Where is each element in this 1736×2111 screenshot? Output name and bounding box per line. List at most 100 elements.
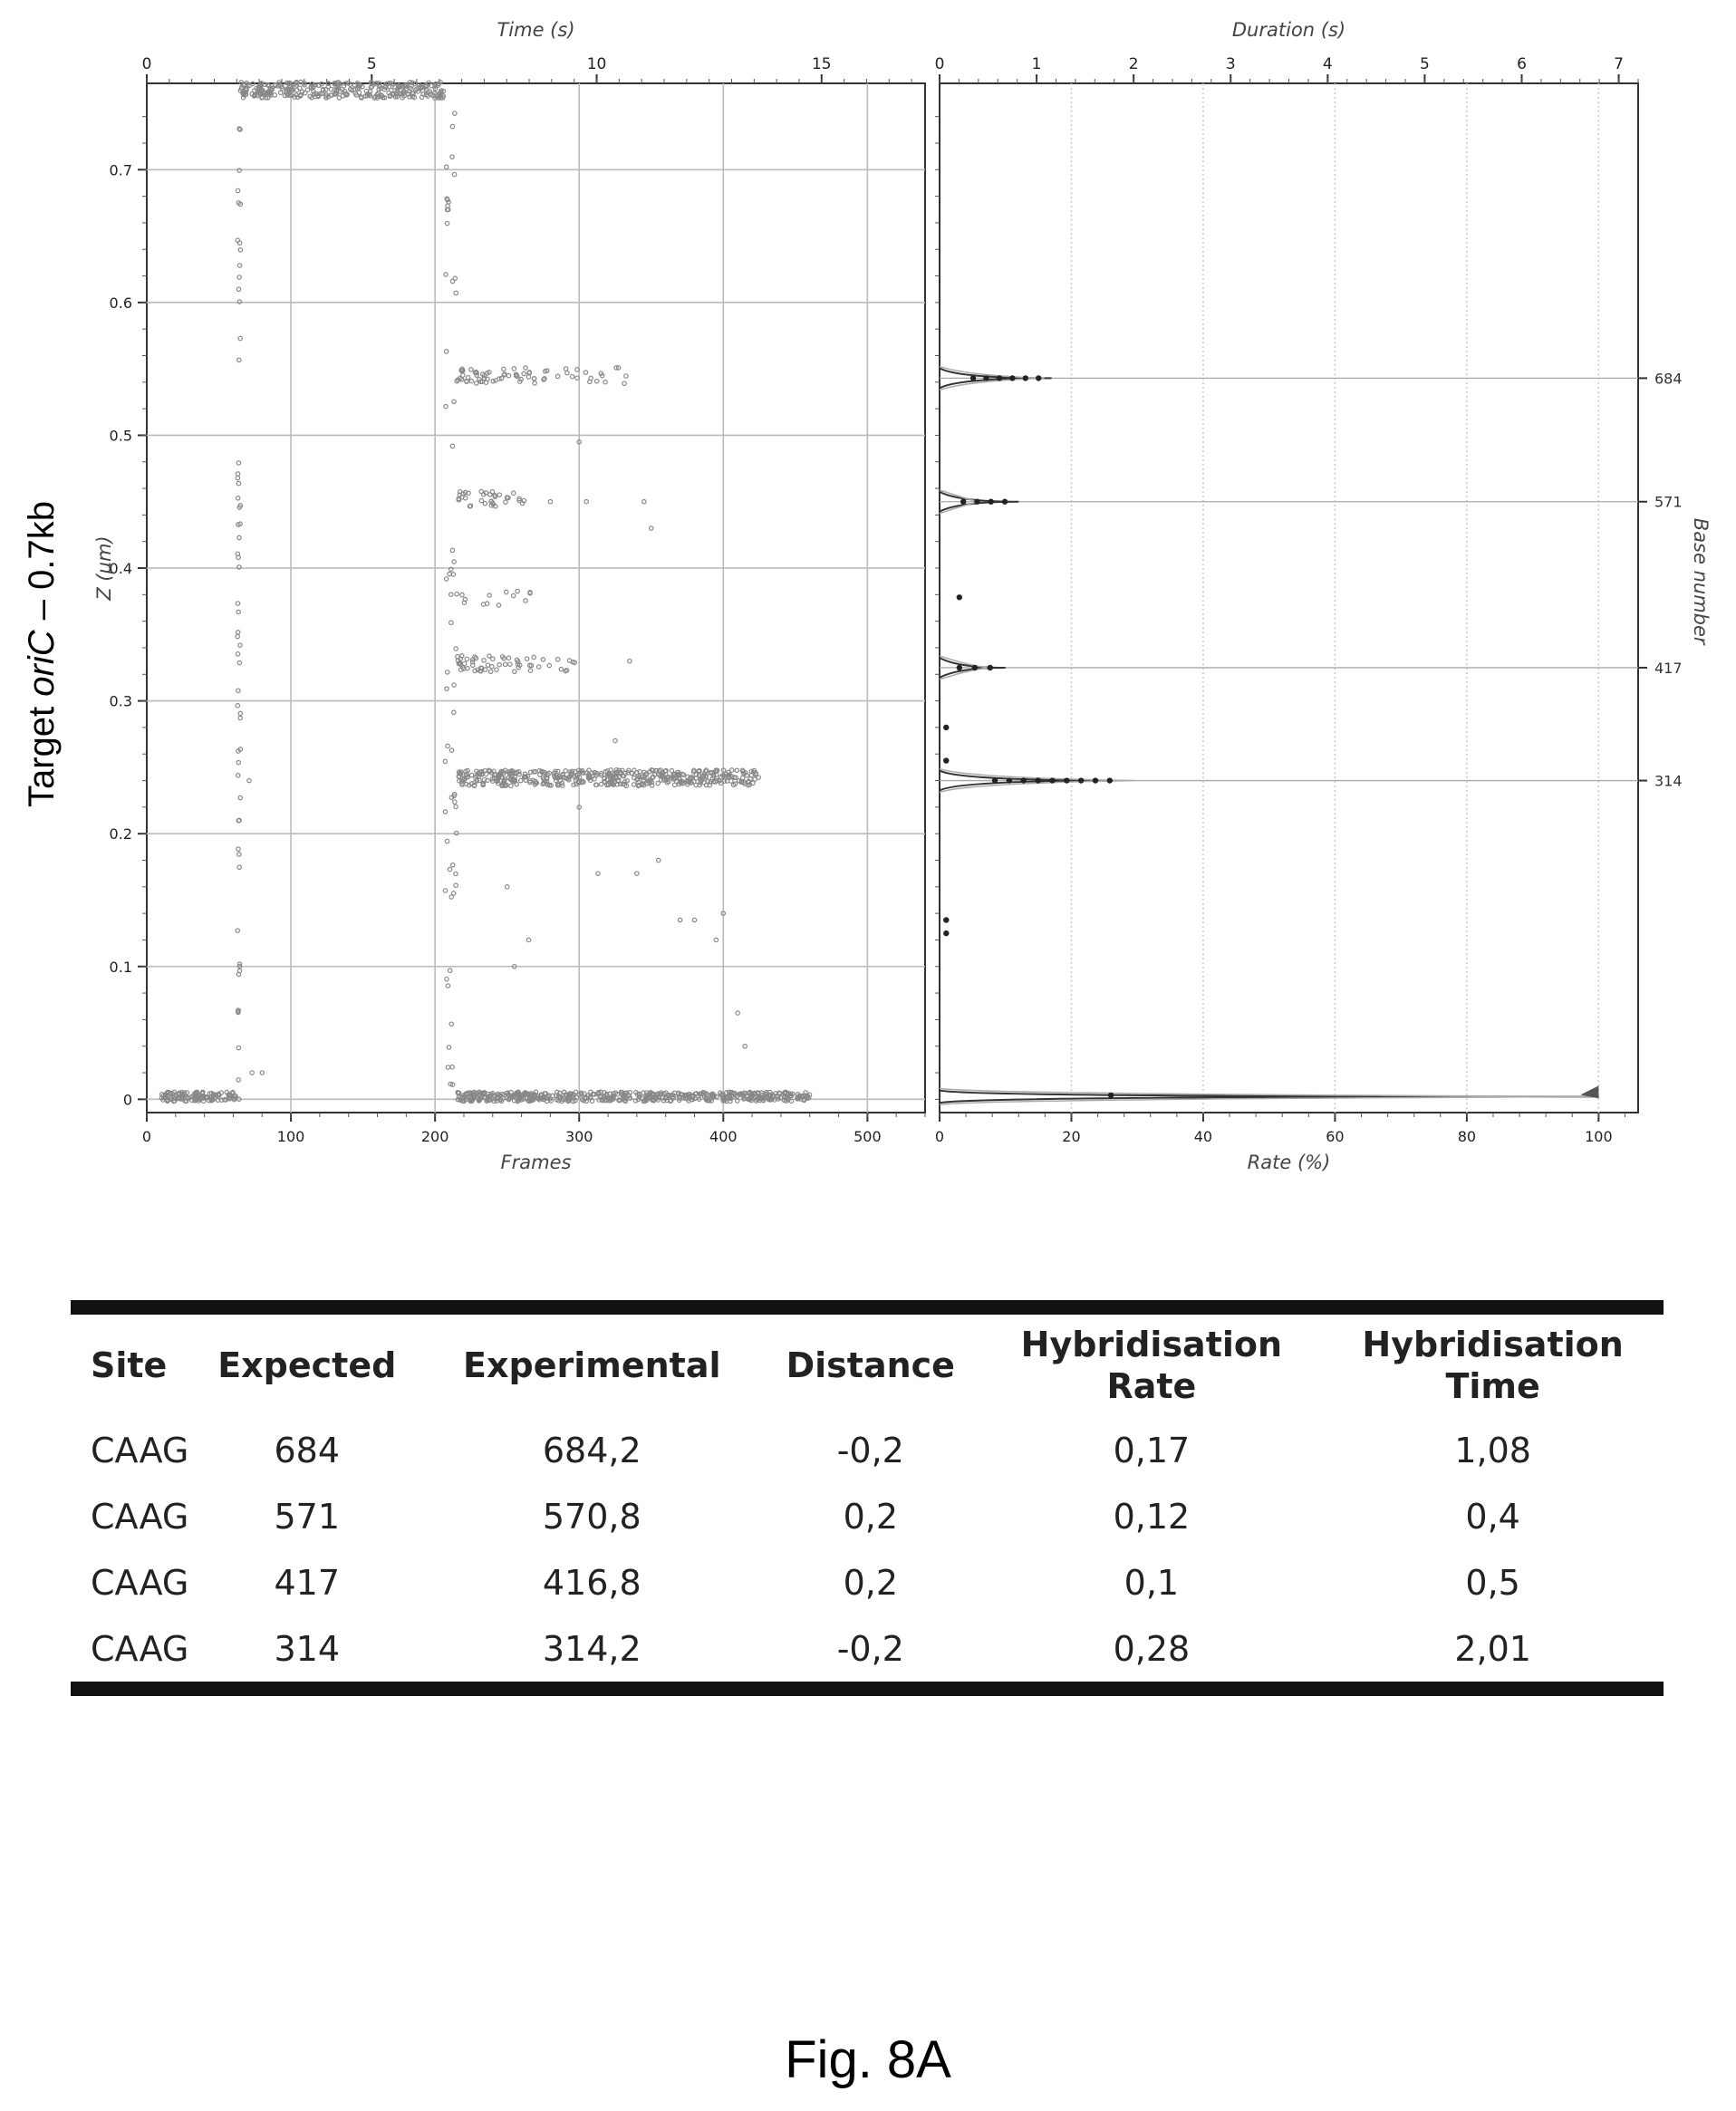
scatter-point: [471, 783, 477, 789]
scatter-point: [235, 703, 241, 708]
scatter-point: [236, 263, 243, 268]
scatter-point: [396, 82, 401, 89]
rate-point: [974, 498, 980, 505]
scatter-point: [481, 658, 487, 663]
rate-point: [983, 375, 989, 381]
scatter-point: [540, 657, 546, 662]
scatter-point: [294, 82, 299, 88]
scatter-point: [183, 1098, 189, 1104]
scatter-point: [489, 1096, 496, 1102]
scatter-point: [482, 767, 488, 774]
scatter-point: [693, 775, 699, 781]
table-row: CAAG 314 314,2 -0,2 0,28 2,01: [71, 1615, 1664, 1682]
scatter-point: [527, 769, 534, 776]
right-x2tick-label: 4: [1323, 55, 1333, 73]
scatter-point: [583, 370, 589, 375]
left-xtick-label: 0: [142, 1128, 151, 1145]
table-cell: 571: [274, 1496, 340, 1537]
header-distance: Distance: [786, 1345, 955, 1386]
scatter-point: [193, 1094, 199, 1099]
scatter-point: [587, 1095, 593, 1101]
scatter-point: [500, 769, 506, 775]
right-xlabel: Rate (%): [1248, 1152, 1331, 1173]
scatter-point: [452, 799, 458, 805]
scatter-point: [739, 1092, 746, 1097]
scatter-point: [178, 1095, 185, 1101]
scatter-point: [442, 809, 448, 815]
scatter-point: [519, 500, 526, 506]
scatter-point: [516, 659, 521, 665]
scatter-point: [616, 1097, 622, 1103]
rate-point: [956, 594, 963, 601]
scatter-point: [495, 780, 501, 786]
scatter-point: [376, 86, 381, 92]
table-cell: -0,2: [836, 1430, 904, 1470]
rate-point: [996, 375, 1003, 381]
scatter-point: [459, 592, 465, 598]
scatter-point: [403, 86, 410, 92]
scatter-point: [530, 1097, 536, 1103]
scatter-point: [748, 768, 755, 775]
scatter-point: [528, 1093, 534, 1099]
rate-point: [1106, 777, 1114, 784]
scatter-point: [465, 665, 470, 671]
scatter-point: [788, 1093, 795, 1099]
scatter-point: [469, 659, 476, 665]
scatter-point: [451, 709, 457, 716]
scatter-point: [553, 768, 558, 775]
scatter-point: [526, 370, 533, 375]
right-x2label: Duration (s): [1232, 19, 1345, 41]
scatter-point: [235, 651, 241, 657]
scatter-point: [470, 1093, 476, 1099]
scatter-point: [659, 772, 665, 777]
scatter-point: [691, 917, 698, 923]
scatter-point: [535, 664, 542, 670]
table-cell: 417: [274, 1562, 340, 1603]
scatter-point: [491, 772, 497, 778]
scatter-point: [236, 1077, 242, 1083]
table-cell: 1,08: [1454, 1430, 1531, 1470]
scatter-point: [539, 768, 545, 775]
scatter-point: [448, 1081, 454, 1087]
scatter-point: [285, 87, 291, 92]
table-bottom-rule: [71, 1681, 1664, 1696]
scatter-point: [437, 91, 442, 96]
scatter-point: [288, 83, 294, 89]
rate-point: [960, 498, 967, 505]
scatter-point: [444, 976, 449, 982]
rate-point: [1064, 777, 1070, 784]
scatter-point: [237, 246, 244, 253]
scatter-point: [583, 770, 590, 776]
scatter-point: [446, 199, 451, 205]
rate-point: [1036, 375, 1042, 381]
scatter-point: [721, 1097, 728, 1104]
scatter-point: [239, 84, 245, 90]
scatter-point: [256, 83, 262, 89]
scatter-point: [236, 126, 242, 131]
scatter-point: [429, 82, 435, 89]
scatter-point: [451, 399, 457, 405]
scatter-point: [487, 593, 492, 598]
scatter-point: [444, 686, 449, 692]
scatter-point: [576, 439, 583, 445]
figure-caption: Fig. 8A: [785, 2030, 951, 2089]
scatter-point: [432, 86, 439, 92]
scatter-point: [332, 80, 338, 86]
scatter-point: [320, 86, 326, 92]
scatter-point: [516, 496, 522, 502]
scatter-point: [718, 1090, 723, 1095]
scatter-point: [481, 375, 487, 381]
scatter-point: [236, 564, 242, 570]
scatter-point: [579, 767, 585, 774]
scatter-point: [236, 971, 242, 978]
scatter-point: [449, 278, 456, 284]
scatter-point: [496, 1091, 501, 1097]
table-cell: 2,01: [1454, 1628, 1531, 1669]
scatter-point: [213, 1093, 219, 1098]
scatter-point: [218, 1090, 225, 1095]
scatter-point: [458, 667, 464, 672]
scatter-point: [757, 1094, 763, 1100]
right-plot-area: [939, 82, 1639, 1113]
scatter-point: [218, 1097, 225, 1103]
scatter-point: [443, 576, 449, 582]
